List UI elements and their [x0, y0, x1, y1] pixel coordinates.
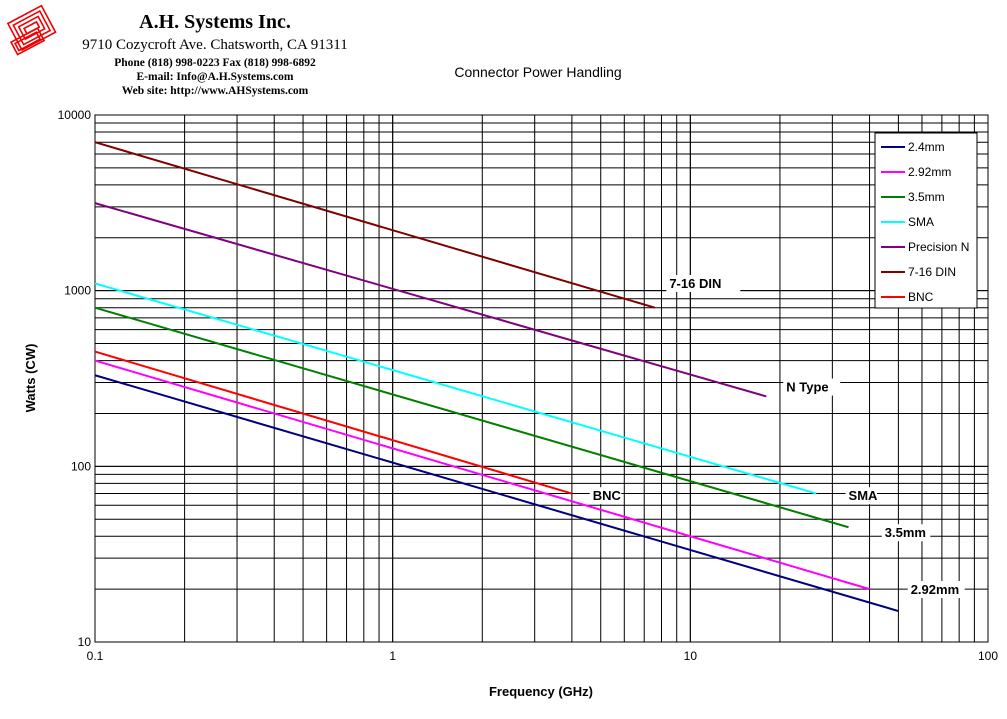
legend-label: 7-16 DIN — [908, 265, 956, 279]
annotation-background — [907, 581, 965, 599]
series-line-2-92mm — [94, 359, 870, 591]
legend-label: 3.5mm — [908, 190, 945, 204]
annotation-label: 2.92mm — [911, 582, 959, 597]
company-logo — [6, 4, 57, 56]
legend-label: BNC — [908, 290, 934, 304]
company-phone: Phone (818) 998-0223 Fax (818) 998-6892 — [114, 57, 316, 69]
chart-title: Connector Power Handling — [454, 64, 621, 80]
legend: 2.4mm 2.92mm 3.5mm SMA Precision N 7-16 DIN BN… — [874, 132, 978, 309]
annotation-background — [589, 487, 622, 505]
x-tick-label: 100 — [978, 649, 998, 663]
x-axis-label: Frequency (GHz) — [489, 684, 593, 699]
y-tick-label: 1000 — [64, 284, 91, 298]
legend-label: SMA — [908, 215, 934, 229]
legend-box — [874, 132, 978, 309]
legend-label: 2.4mm — [908, 140, 945, 154]
annotation-background — [881, 524, 931, 542]
company-header: A.H. Systems Inc. 9710 Cozycroft Ave. Ch… — [60, 10, 370, 98]
series-line-3-5mm — [94, 306, 849, 529]
y-tick-label: 10000 — [58, 108, 92, 122]
plot-area — [94, 114, 989, 643]
y-tick-label: 10 — [78, 635, 92, 649]
series-line-precision-n — [94, 202, 767, 398]
y-tick-label: 100 — [71, 459, 91, 473]
x-tick-label: 1 — [389, 649, 396, 663]
annotation-label: 3.5mm — [885, 525, 926, 540]
series-line-2-4mm — [94, 374, 899, 613]
series-line-7-16-din — [94, 141, 656, 309]
y-axis-label: Watts (CW) — [23, 344, 38, 413]
x-tick-label: 10 — [684, 649, 698, 663]
series-line-sma — [94, 282, 817, 495]
annotation-label: 7-16 DIN — [669, 276, 721, 291]
annotation-background — [845, 487, 878, 505]
x-tick-label: 0.1 — [87, 649, 104, 663]
legend-label: Precision N — [908, 240, 969, 254]
series-line-bnc — [94, 350, 573, 495]
grid — [94, 114, 989, 643]
annotation-label: SMA — [849, 488, 879, 503]
annotation-background — [666, 274, 741, 292]
tick-labels: 0.1 1 10 100 10 100 1000 10000 — [58, 108, 999, 663]
annotation-background — [783, 378, 841, 396]
company-address: 9710 Cozycroft Ave. Chatsworth, CA 91311 — [82, 37, 348, 53]
company-email: E-mail: Info@A.H.Systems.com — [136, 71, 294, 83]
company-website: Web site: http://www.AHSystems.com — [121, 85, 309, 97]
company-name: A.H. Systems Inc. — [139, 11, 291, 33]
series-lines — [94, 141, 899, 613]
legend-label: 2.92mm — [908, 165, 951, 179]
annotation-label: N Type — [786, 380, 828, 395]
annotations: 7-16 DIN N Type BNC SMA 3.5mm 2.92mm — [589, 274, 965, 599]
annotation-label: BNC — [593, 488, 622, 503]
